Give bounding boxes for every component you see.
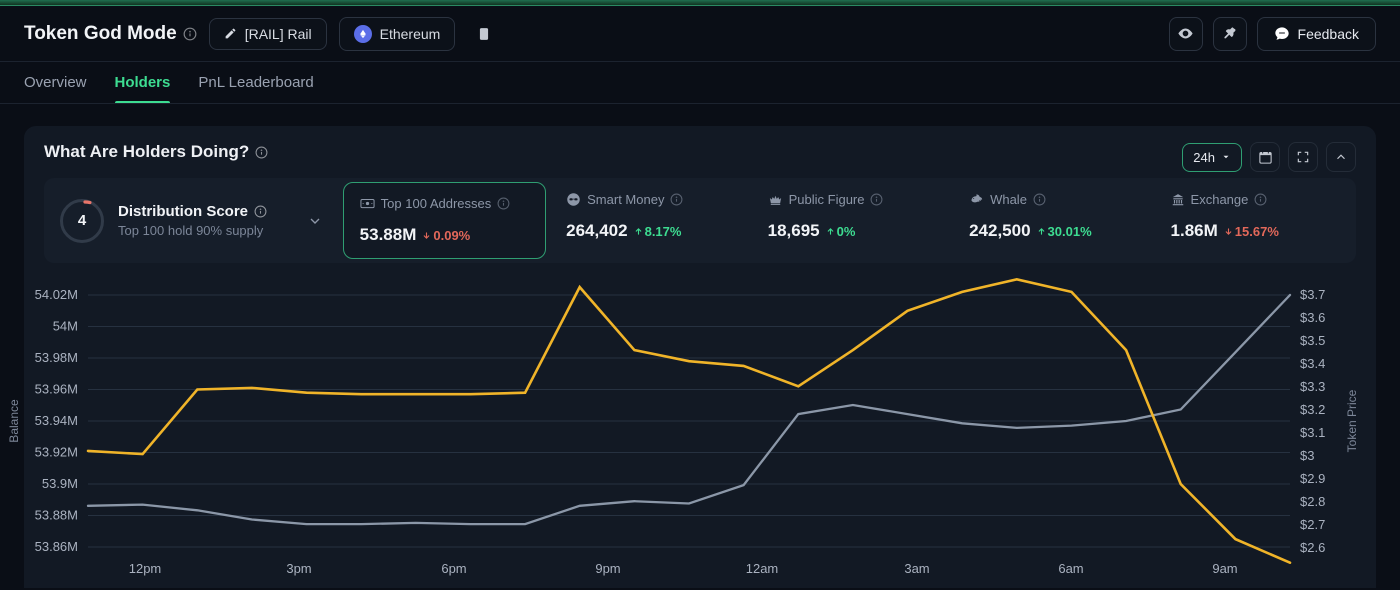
svg-text:9am: 9am	[1212, 561, 1237, 576]
svg-text:$3.7: $3.7	[1300, 287, 1325, 302]
svg-text:6pm: 6pm	[441, 561, 466, 576]
svg-text:$2.8: $2.8	[1300, 494, 1325, 509]
svg-text:53.96M: 53.96M	[35, 382, 78, 397]
svg-text:53.92M: 53.92M	[35, 445, 78, 460]
svg-text:$3.5: $3.5	[1300, 333, 1325, 348]
svg-text:$3: $3	[1300, 448, 1314, 463]
svg-text:54M: 54M	[53, 319, 78, 334]
svg-text:$2.9: $2.9	[1300, 471, 1325, 486]
svg-text:9pm: 9pm	[595, 561, 620, 576]
svg-text:6am: 6am	[1058, 561, 1083, 576]
svg-text:$2.6: $2.6	[1300, 540, 1325, 555]
svg-text:Token Price: Token Price	[1345, 389, 1359, 452]
svg-text:$3.2: $3.2	[1300, 402, 1325, 417]
svg-text:53.98M: 53.98M	[35, 350, 78, 365]
svg-text:3pm: 3pm	[286, 561, 311, 576]
svg-text:12pm: 12pm	[129, 561, 162, 576]
svg-text:53.9M: 53.9M	[42, 476, 78, 491]
svg-text:$3.3: $3.3	[1300, 379, 1325, 394]
svg-text:Balance: Balance	[7, 399, 21, 443]
svg-text:$2.7: $2.7	[1300, 517, 1325, 532]
svg-text:53.94M: 53.94M	[35, 413, 78, 428]
svg-text:3am: 3am	[904, 561, 929, 576]
svg-text:$3.6: $3.6	[1300, 310, 1325, 325]
svg-text:12am: 12am	[746, 561, 779, 576]
svg-text:$3.4: $3.4	[1300, 356, 1325, 371]
svg-text:53.86M: 53.86M	[35, 539, 78, 554]
svg-text:53.88M: 53.88M	[35, 508, 78, 523]
svg-text:$3.1: $3.1	[1300, 425, 1325, 440]
svg-text:54.02M: 54.02M	[35, 287, 78, 302]
